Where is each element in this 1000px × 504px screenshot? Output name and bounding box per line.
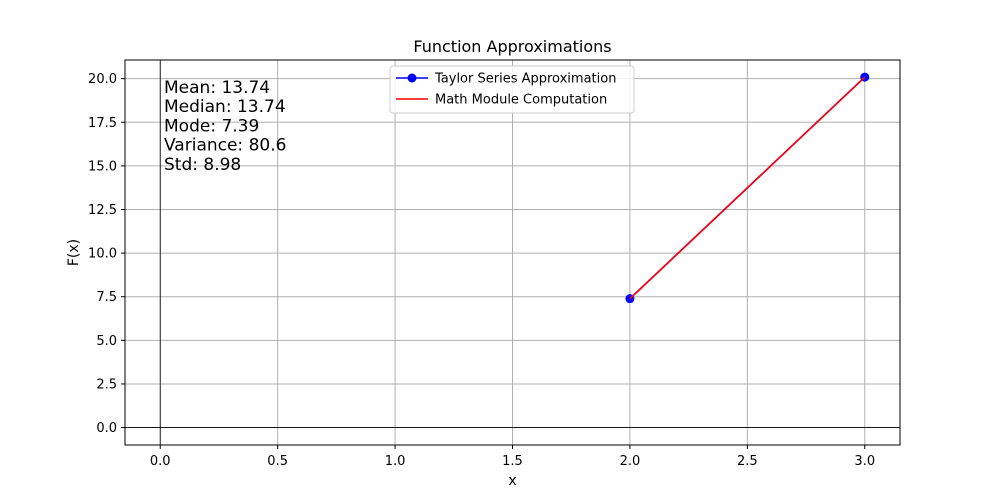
x-axis-label: x — [508, 473, 516, 489]
legend-label: Taylor Series Approximation — [434, 72, 616, 87]
y-tick-label: 17.5 — [88, 116, 117, 131]
y-tick-label: 10.0 — [88, 247, 117, 262]
x-tick-label: 0.0 — [150, 454, 171, 469]
legend-label: Math Module Computation — [435, 93, 607, 108]
x-tick-label: 1.0 — [385, 454, 406, 469]
x-tick-label: 0.5 — [267, 454, 288, 469]
x-tick-label: 2.0 — [620, 454, 641, 469]
series-layer — [625, 72, 870, 304]
legend[interactable]: Taylor Series Approximation Math Module C… — [389, 65, 635, 114]
legend-box — [389, 65, 635, 114]
y-tick-label: 20.0 — [88, 72, 117, 87]
y-tick-label: 5.0 — [96, 334, 117, 349]
stats-line: Median: 13.74 — [164, 97, 286, 117]
x-tick-label: 2.5 — [737, 454, 758, 469]
stats-line: Mean: 13.74 — [164, 78, 270, 98]
reference-lines — [125, 60, 900, 445]
stats-line: Variance: 80.6 — [164, 136, 286, 156]
x-tick-label: 3.0 — [854, 454, 875, 469]
series-line — [629, 76, 866, 300]
y-tick-label: 15.0 — [88, 159, 117, 174]
stats-line: Std: 8.98 — [164, 155, 241, 175]
y-tick-label: 12.5 — [88, 203, 117, 218]
y-axis-label: F(x) — [66, 239, 82, 266]
legend-marker — [407, 73, 417, 83]
y-tick-label: 7.5 — [96, 290, 117, 305]
y-tick-label: 2.5 — [96, 377, 117, 392]
x-tick-label: 1.5 — [502, 454, 523, 469]
x-axis-ticks: 0.0 0.5 1.0 1.5 2.0 2.5 3.0 — [150, 445, 875, 469]
y-tick-label: 0.0 — [96, 421, 117, 436]
stats-line: Mode: 7.39 — [164, 116, 259, 136]
chart-title: Function Approximations — [413, 37, 611, 56]
y-axis-ticks: 0.0 2.5 5.0 7.5 10.0 12.5 15.0 17.5 20.0 — [88, 72, 125, 436]
